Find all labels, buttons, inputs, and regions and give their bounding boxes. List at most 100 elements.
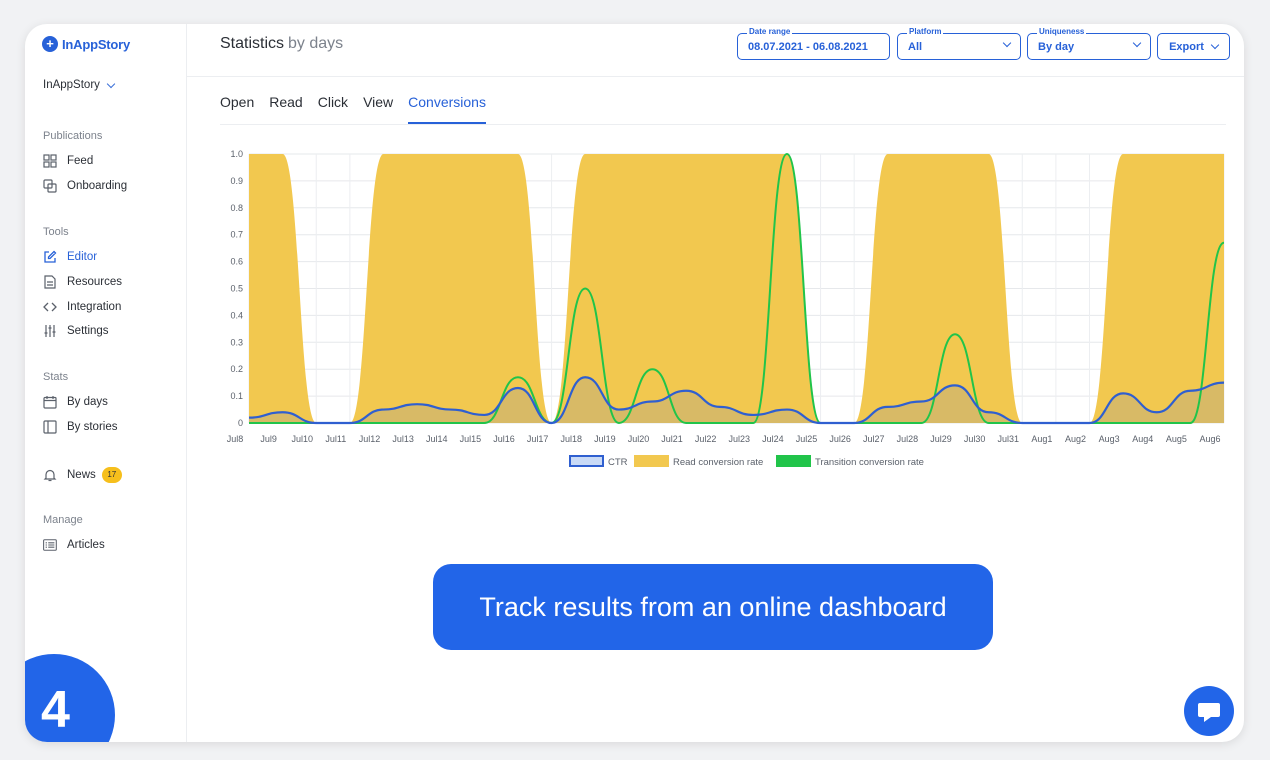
legend-label: Transition conversion rate [815,457,924,468]
logo-text: InAppStory [62,36,131,52]
x-tick-label: Jul27 [863,434,885,444]
logo[interactable]: + InAppStory [42,36,130,52]
x-tick-label: Jul26 [829,434,851,444]
sidebar-item-editor[interactable]: Editor [43,250,97,264]
x-tick-label: Aug3 [1099,434,1120,444]
copy-icon [43,179,57,193]
sidebar-item-feed[interactable]: Feed [43,154,93,168]
bell-icon [43,469,57,482]
x-tick-label: Jul30 [964,434,986,444]
y-tick-label: 0.5 [230,284,243,294]
tab-read[interactable]: Read [269,94,303,110]
section-title-stats: Stats [43,371,69,383]
sidebar-item-label: Integration [67,301,122,313]
sidebar: + InAppStory InAppStory Publications Fee… [25,24,187,742]
x-tick-label: Jul22 [695,434,717,444]
sidebar-item-settings[interactable]: Settings [43,324,109,338]
platform-select[interactable]: Platform All [897,27,1021,60]
y-tick-label: 0.8 [230,203,243,213]
x-tick-label: Jul23 [729,434,751,444]
tab-conversions[interactable]: Conversions [408,94,486,124]
x-tick-label: Jul25 [796,434,818,444]
cta-banner[interactable]: Track results from an online dashboard [433,564,993,650]
top-bar: Statistics by days Date range 08.07.2021 … [187,24,1244,77]
sidebar-item-by-days[interactable]: By days [43,395,108,409]
sidebar-item-label: Settings [67,325,109,337]
main-content: Statistics by days Date range 08.07.2021 … [187,24,1244,742]
sidebar-item-label: By stories [67,421,118,433]
section-title-publications: Publications [43,130,103,142]
sidebar-item-label: Articles [67,539,105,551]
x-tick-label: Jul16 [493,434,515,444]
y-tick-label: 1.0 [230,149,243,159]
sidebar-item-label: Resources [67,276,122,288]
news-count-badge: 17 [101,467,122,483]
x-tick-label: Aug2 [1065,434,1086,444]
x-tick-label: Jul20 [628,434,650,444]
legend-swatch [776,455,811,467]
x-tick-label: Jul9 [260,434,277,444]
sidebar-item-integration[interactable]: Integration [43,300,121,314]
legend-label: CTR [608,457,628,468]
legend-label: Read conversion rate [673,457,763,468]
tab-click[interactable]: Click [317,94,349,110]
sidebar-item-label: Feed [67,155,94,167]
x-tick-label: Jul31 [998,434,1020,444]
chat-button[interactable] [1184,686,1234,736]
step-badge [25,654,115,742]
export-label: Export [1169,40,1204,53]
y-tick-label: 0.6 [230,257,243,267]
code-icon [43,302,57,312]
chevron-down-icon [1132,38,1142,48]
x-tick-label: Aug5 [1166,434,1187,444]
list-icon [43,539,57,551]
y-tick-label: 0 [238,418,243,428]
date-range-picker[interactable]: Date range 08.07.2021 - 06.08.2021 [737,27,890,60]
x-tick-label: Jul24 [762,434,784,444]
tab-open[interactable]: Open [220,94,255,110]
x-tick-label: Aug4 [1132,434,1153,444]
sidebar-item-label: Onboarding [67,180,128,192]
export-button[interactable]: Export [1157,33,1230,60]
section-title-manage: Manage [43,514,83,526]
x-tick-label: Jul19 [594,434,616,444]
y-tick-label: 0.9 [230,176,243,186]
section-title-tools: Tools [43,226,69,238]
sidebar-item-label: News [67,469,96,481]
stats-tabs: Open Read Click View Conversions [220,94,486,124]
series-read-conversion-area [249,154,1224,423]
tab-view[interactable]: View [363,94,394,110]
calendar-icon [43,396,57,409]
page-title: Statistics by days [220,35,343,53]
sidebar-item-onboarding[interactable]: Onboarding [43,179,127,193]
page-title-text: Statistics [220,35,285,52]
x-tick-label: Aug6 [1199,434,1220,444]
sidebar-item-resources[interactable]: Resources [43,275,122,289]
uniqueness-label: Uniqueness [1037,27,1087,36]
date-range-label: Date range [747,27,793,36]
y-tick-label: 0.7 [230,230,243,240]
sidebar-item-news[interactable]: News 17 [43,467,122,483]
y-tick-label: 0.4 [230,310,243,320]
app-window: + InAppStory InAppStory Publications Fee… [25,24,1244,742]
x-tick-label: Jul21 [661,434,683,444]
sidebar-item-label: Editor [67,251,98,263]
workspace-selector[interactable]: InAppStory [43,79,116,91]
x-tick-label: Jul8 [227,434,244,444]
columns-icon [43,420,57,434]
uniqueness-value: By day [1038,41,1075,53]
sidebar-item-by-stories[interactable]: By stories [43,420,118,434]
page-subtitle: by days [288,35,344,52]
workspace-name: InAppStory [43,79,100,91]
y-tick-label: 0.3 [230,337,243,347]
legend-swatch [569,455,604,467]
tabs-divider [220,124,1226,125]
legend-swatch [634,455,669,467]
x-tick-label: Aug1 [1031,434,1052,444]
chevron-down-icon [106,79,116,88]
uniqueness-select[interactable]: Uniqueness By day [1027,27,1151,60]
sidebar-item-articles[interactable]: Articles [43,538,105,552]
step-number: 4 [41,681,70,739]
x-tick-label: Jul14 [426,434,448,444]
x-tick-label: Jul17 [527,434,549,444]
